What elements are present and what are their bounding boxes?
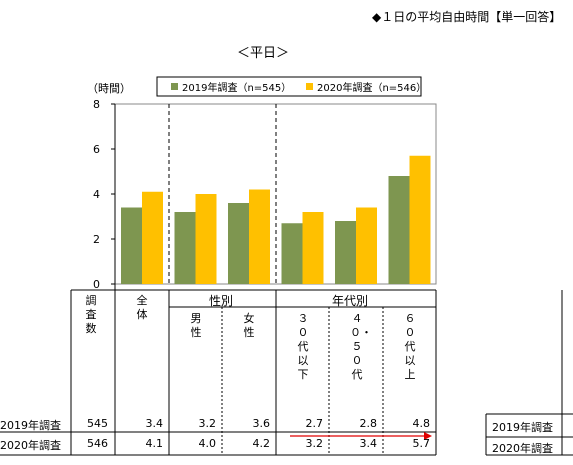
table-count-cell: 545 (87, 417, 108, 430)
page-title: ◆１日の平均自由時間【単一回答】 (372, 10, 562, 24)
plot-area (114, 103, 437, 285)
table-value-cell: 4.8 (412, 417, 431, 430)
y-tick-label: 6 (93, 143, 100, 156)
bar-2020-2 (249, 189, 270, 284)
chart-subtitle: ＜平日＞ (237, 46, 290, 61)
group-header-gender: 性別 (209, 294, 234, 308)
table-value-cell: 3.4 (359, 437, 378, 450)
table-count-cell: 546 (87, 437, 108, 450)
bar-2019-4 (335, 221, 356, 284)
count-header: 調査数 (85, 294, 97, 335)
column-header-female: 女性 (243, 312, 255, 339)
table-value-cell: 2.8 (359, 417, 378, 430)
table-value-cell: 4.2 (252, 437, 271, 450)
legend-label-2020: 2020年調査（n=546） (317, 81, 426, 94)
column-header-male: 男性 (190, 312, 202, 339)
side-table-row-label: 2019年調査 (492, 421, 553, 434)
legend-swatch-2019 (171, 83, 178, 90)
bar-2019-0 (121, 207, 142, 284)
bar-2020-0 (142, 191, 163, 284)
table-value-cell: 5.7 (412, 437, 431, 450)
column-header-age-30-under: ３０代以下 (297, 312, 309, 381)
table-value-cell: 2.7 (305, 417, 324, 430)
table-row-label: 2019年調査 (0, 419, 61, 432)
column-header-age-40-50: ４０・５０代 (350, 312, 372, 381)
column-header-total: 全体 (136, 294, 148, 321)
bar-2020-5 (409, 155, 431, 284)
table-value-cell: 4.0 (198, 437, 217, 450)
column-header-age-60-over: ６０代以上 (404, 312, 416, 381)
legend-label-2019: 2019年調査（n=545） (182, 81, 291, 94)
trend-arrow-head (424, 432, 432, 440)
bar-2019-1 (174, 212, 196, 284)
y-tick-label: 2 (93, 233, 100, 246)
bar-2019-2 (228, 203, 249, 284)
bar-2020-4 (356, 207, 377, 284)
table-value-cell: 3.2 (198, 417, 217, 430)
table-value-cell: 4.1 (145, 437, 164, 450)
table-value-cell: 3.6 (252, 417, 271, 430)
y-tick-label: 0 (93, 278, 100, 291)
table-row-label: 2020年調査 (0, 439, 61, 452)
bar-2019-3 (281, 223, 303, 284)
bar-2020-1 (195, 194, 217, 284)
y-tick-label: 8 (93, 98, 100, 111)
side-table-row-label: 2020年調査 (492, 442, 553, 455)
y-tick-label: 4 (93, 188, 100, 201)
legend (156, 76, 422, 97)
data-table-grid (0, 289, 437, 456)
legend-swatch-2020 (306, 83, 313, 90)
table-value-cell: 3.4 (145, 417, 164, 430)
y-axis-label: （時間） (87, 82, 131, 95)
bar-2019-5 (388, 176, 410, 284)
side-table-grid (485, 290, 573, 456)
table-value-cell: 3.2 (305, 437, 324, 450)
bar-2020-3 (302, 212, 324, 284)
group-header-age: 年代別 (332, 294, 369, 308)
